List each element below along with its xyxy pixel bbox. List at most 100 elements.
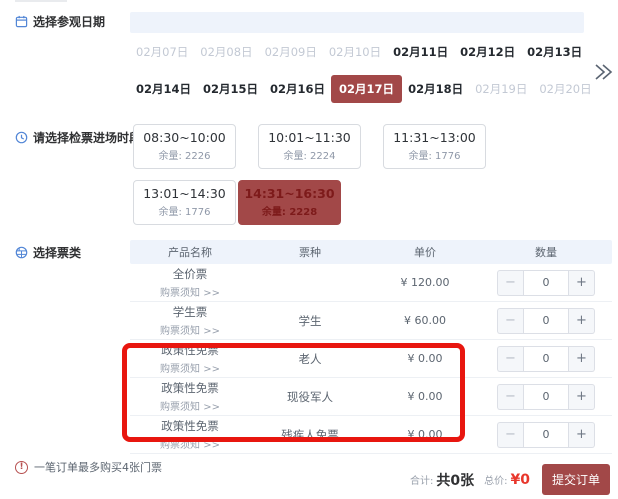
time-slot-row-2: 13:01~14:30 余量: 1776 14:31~16:30 余量: 222…: [133, 180, 603, 225]
date-cell[interactable]: 02月11日: [387, 39, 454, 65]
date-section-label: 选择参观日期: [15, 13, 105, 30]
time-slot-range: 10:01~11:30: [268, 130, 351, 145]
quantity-stepper: − +: [497, 269, 595, 296]
ticket-table: 产品名称 票种 单价 数量 全价票 购票须知 >> ¥ 120.00 − + 学…: [130, 240, 612, 454]
time-slot-remaining: 余量: 1776: [408, 151, 461, 162]
date-cell[interactable]: 02月15日: [197, 76, 264, 102]
increase-button[interactable]: +: [569, 383, 595, 410]
date-panel: 02月07日 02月08日 02月09日 02月10日 02月11日 02月12…: [130, 12, 592, 107]
quantity-stepper: − +: [497, 345, 595, 372]
ticket-category-icon: [15, 246, 28, 259]
date-cell[interactable]: 02月13日: [521, 39, 588, 65]
date-cell: 02月19日: [469, 76, 533, 102]
quantity-input[interactable]: [523, 421, 569, 448]
ticket-table-row: 全价票 购票须知 >> ¥ 120.00 − +: [130, 264, 612, 302]
time-slot[interactable]: 14:31~16:30 余量: 2228: [238, 180, 341, 225]
purchase-notice-link[interactable]: 购票须知 >>: [160, 326, 220, 337]
unit-price: ¥ 0.00: [407, 352, 443, 365]
date-cell: 02月07日: [130, 39, 194, 65]
date-label: 02月14日: [136, 81, 192, 96]
quantity-stepper: − +: [497, 307, 595, 334]
quantity-input[interactable]: [523, 269, 569, 296]
time-slot-range: 13:01~14:30: [143, 186, 226, 201]
decrease-button[interactable]: −: [497, 307, 523, 334]
decrease-button[interactable]: −: [497, 345, 523, 372]
quantity-input[interactable]: [523, 307, 569, 334]
quantity-input[interactable]: [523, 383, 569, 410]
date-cell: 02月10日: [323, 39, 387, 65]
total-label: 合计:: [410, 476, 434, 487]
submit-order-button[interactable]: 提交订单: [541, 464, 610, 495]
time-slot[interactable]: 10:01~11:30 余量: 2224: [258, 124, 361, 169]
date-label: 02月09日: [264, 44, 317, 59]
date-label: 02月18日: [408, 81, 464, 96]
time-slot-remaining: 余量: 2226: [158, 151, 211, 162]
header-quantity: 数量: [535, 246, 557, 259]
time-slot-range: 08:30~10:00: [143, 130, 226, 145]
ticket-table-row: 政策性免票 购票须知 >> 残疾人免票 ¥ 0.00 − +: [130, 416, 612, 454]
header-unit-price: 单价: [414, 246, 436, 259]
decrease-button[interactable]: −: [497, 269, 523, 296]
ticket-type: 老人: [298, 351, 322, 366]
ticket-section-label: 选择票类: [15, 244, 81, 261]
purchase-notice-link[interactable]: 购票须知 >>: [160, 402, 220, 413]
increase-button[interactable]: +: [569, 307, 595, 334]
ticket-section-title: 选择票类: [33, 246, 82, 260]
date-cell[interactable]: 02月16日: [264, 76, 331, 102]
header-product-name: 产品名称: [168, 246, 212, 259]
increase-button[interactable]: +: [569, 269, 595, 296]
time-slot-range: 11:31~13:00: [393, 130, 476, 145]
unit-price: ¥ 60.00: [404, 314, 446, 327]
time-panel: 08:30~10:00 余量: 2226 10:01~11:30 余量: 222…: [133, 124, 603, 225]
time-slot-row-1: 08:30~10:00 余量: 2226 10:01~11:30 余量: 222…: [133, 124, 603, 169]
date-label: 02月13日: [527, 44, 583, 59]
ticket-table-row: 学生票 购票须知 >> 学生 ¥ 60.00 − +: [130, 302, 612, 340]
time-slot[interactable]: 08:30~10:00 余量: 2226: [133, 124, 236, 169]
date-label: 02月17日: [331, 74, 403, 103]
time-slot[interactable]: 13:01~14:30 余量: 1776: [133, 180, 236, 225]
order-summary-bar: 合计: 共0张 总价: ¥0 提交订单: [410, 464, 610, 495]
decrease-button[interactable]: −: [497, 421, 523, 448]
purchase-notice-link[interactable]: 购票须知 >>: [160, 440, 220, 451]
date-cell: 02月20日: [533, 76, 597, 102]
date-section-title: 选择参观日期: [33, 15, 106, 29]
ticket-table-header: 产品名称 票种 单价 数量: [130, 240, 612, 264]
date-label: 02月07日: [136, 44, 189, 59]
quantity-input[interactable]: [523, 345, 569, 372]
date-cell[interactable]: 02月18日: [402, 76, 469, 102]
date-row-2: 02月14日 02月15日 02月16日 02月17日 02月18日 02月19…: [130, 70, 592, 107]
date-label: 02月08日: [200, 44, 253, 59]
time-slot-remaining: 余量: 2224: [283, 151, 336, 162]
clock-icon: [15, 131, 28, 144]
time-section-label: 请选择检票进场时段: [15, 129, 141, 146]
date-cell[interactable]: 02月14日: [130, 76, 197, 102]
date-row-1: 02月07日 02月08日 02月09日 02月10日 02月11日 02月12…: [130, 33, 584, 70]
warning-icon: !: [15, 460, 28, 474]
date-label: 02月11日: [393, 44, 449, 59]
time-slot[interactable]: 11:31~13:00 余量: 1776: [383, 124, 486, 169]
increase-button[interactable]: +: [569, 421, 595, 448]
price-label: 总价:: [484, 476, 508, 487]
purchase-notice-link[interactable]: 购票须知 >>: [160, 288, 220, 299]
top-divider-remnant: [15, 0, 67, 2]
increase-button[interactable]: +: [569, 345, 595, 372]
date-label: 02月10日: [328, 44, 382, 59]
next-week-button[interactable]: [590, 58, 616, 86]
date-label: 02月19日: [475, 81, 528, 96]
date-cell[interactable]: 02月12日: [454, 39, 521, 65]
date-cell[interactable]: 02月17日: [331, 74, 403, 103]
product-name: 全价票: [172, 267, 208, 281]
purchase-notice-link[interactable]: 购票须知 >>: [160, 364, 220, 375]
double-chevron-right-icon: [595, 64, 613, 80]
decrease-button[interactable]: −: [497, 383, 523, 410]
time-slot-range: 14:31~16:30: [244, 186, 335, 201]
total-count: 共0张: [436, 472, 475, 489]
total-price: ¥0: [510, 471, 530, 488]
product-name: 政策性免票: [161, 343, 219, 357]
ticket-type: 学生: [298, 313, 322, 328]
product-name: 政策性免票: [161, 419, 219, 433]
unit-price: ¥ 0.00: [407, 390, 443, 403]
order-limit-text: 一笔订单最多购买4张门票: [34, 461, 162, 474]
time-slot-remaining: 余量: 2228: [261, 207, 318, 218]
date-label: 02月15日: [203, 81, 259, 96]
